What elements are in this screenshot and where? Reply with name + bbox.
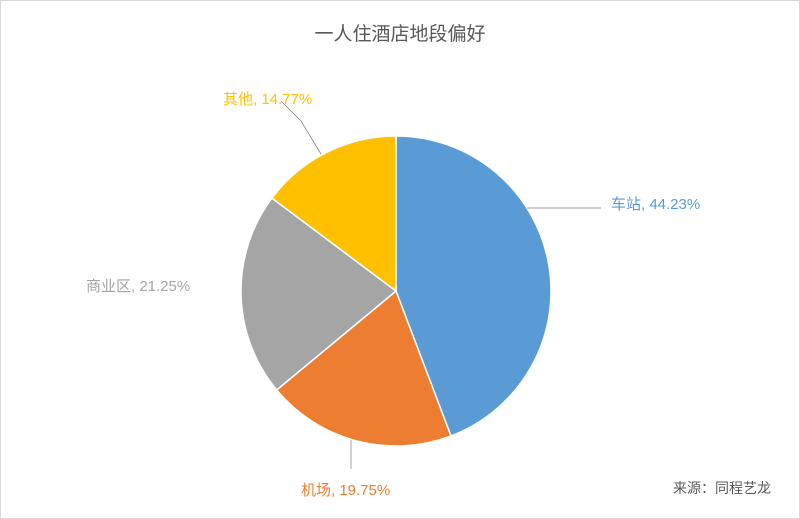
slice-label: 商业区, 21.25% <box>86 275 190 296</box>
slice-label: 机场, 19.75% <box>301 479 390 500</box>
slice-label: 车站, 44.23% <box>611 193 700 214</box>
slice-label: 其他, 14.77% <box>223 88 312 109</box>
chart-container: 一人住酒店地段偏好 车站, 44.23%机场, 19.75%商业区, 21.25… <box>0 0 800 519</box>
source-label: 来源：同程艺龙 <box>673 478 771 498</box>
pie-chart <box>1 1 800 519</box>
